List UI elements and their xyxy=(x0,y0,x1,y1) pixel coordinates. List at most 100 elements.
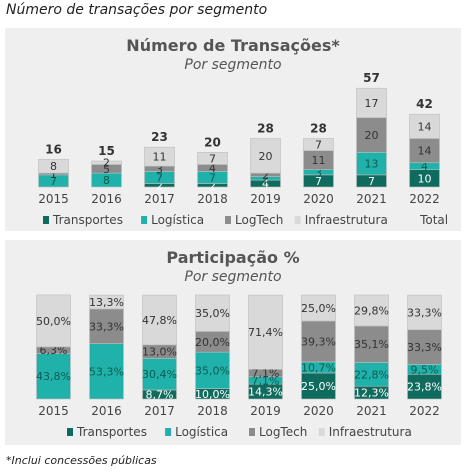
legend-swatch xyxy=(294,216,301,224)
total-label: 15 xyxy=(98,144,115,158)
bar-segment-infraestrutura-2017 xyxy=(144,146,175,167)
data-label: 11 xyxy=(312,154,326,167)
participation-percent-chart: 43,8% 6,3% 50,0% 2015 53,3% 33,3% 13,3% 2016 8,7… xyxy=(36,294,442,439)
data-label: 29,8% xyxy=(354,304,389,317)
participation-percent-chart-panel: Participação % Por segmento 43,8% 6,3% 50,… xyxy=(5,240,461,445)
legend-swatch xyxy=(318,428,325,436)
data-label: 33,3% xyxy=(89,320,124,333)
data-label: 10,7% xyxy=(301,361,336,374)
x-tick-label: 2017 xyxy=(144,192,175,206)
data-label: 9,5% xyxy=(411,363,439,376)
chart-subtitle: Por segmento xyxy=(184,57,282,73)
data-label: 39,3% xyxy=(301,335,336,348)
data-label: 5 xyxy=(103,163,110,176)
data-label: 7 xyxy=(315,139,322,152)
data-label: 7 xyxy=(156,171,163,184)
bar-segment-transportes-2020 xyxy=(301,372,336,400)
data-label: 3 xyxy=(315,166,322,179)
data-label: 7,1% xyxy=(252,374,280,387)
x-tick-label: 2020 xyxy=(303,192,334,206)
data-label: 35,0% xyxy=(195,307,230,320)
data-label: 7 xyxy=(368,175,375,188)
data-label: 33,3% xyxy=(407,341,442,354)
data-label: 8 xyxy=(103,174,110,187)
total-label: 16 xyxy=(45,142,62,156)
legend-label: Transportes xyxy=(76,425,147,439)
data-label: 7 xyxy=(209,171,216,184)
bar-segment-infraestrutura-2019 xyxy=(250,138,281,174)
x-tick-label: 2016 xyxy=(91,404,122,418)
total-label: 57 xyxy=(363,71,380,85)
data-label: 35,1% xyxy=(354,338,389,351)
bar-segment-logtech-2022 xyxy=(409,138,440,164)
legend-label: LogTech xyxy=(235,213,283,227)
legend-swatch xyxy=(225,216,231,224)
bar-segment-infraestrutura-2022 xyxy=(409,113,440,139)
data-label: 2 xyxy=(156,179,163,192)
bar-segment-logtech-2022 xyxy=(407,329,442,365)
bar-segment-infraestrutura-2021 xyxy=(354,294,389,327)
legend-label: Infraestrutura xyxy=(329,425,412,439)
data-label: 22,8% xyxy=(354,368,389,381)
data-label: 8 xyxy=(50,160,57,173)
x-tick-label: 2021 xyxy=(356,192,387,206)
legend-swatch xyxy=(43,216,49,224)
total-label: 23 xyxy=(151,130,168,144)
bar-segment-infraestrutura-2016 xyxy=(89,294,124,310)
x-tick-label: 2015 xyxy=(38,404,69,418)
data-label: 14 xyxy=(418,145,432,158)
bar-segment-infraestrutura-2015 xyxy=(38,158,69,174)
chart-title: Participação % xyxy=(166,248,300,267)
legend-swatch xyxy=(249,428,255,436)
data-label: 13 xyxy=(365,158,379,171)
data-label: 3 xyxy=(156,163,163,176)
data-label: 20 xyxy=(259,150,273,163)
data-label: 53,3% xyxy=(89,365,124,378)
data-label: 14,3% xyxy=(248,386,283,399)
legend-label: Total xyxy=(419,213,448,227)
data-label: 7 xyxy=(315,175,322,188)
data-label: 4 xyxy=(421,160,428,173)
legend-label: Logística xyxy=(175,425,228,439)
x-tick-label: 2016 xyxy=(91,192,122,206)
data-label: 4 xyxy=(262,178,269,191)
data-label: 33,3% xyxy=(407,306,442,319)
x-tick-label: 2015 xyxy=(38,192,69,206)
bar-segment-infraestrutura-2021 xyxy=(356,87,387,118)
data-label: 50,0% xyxy=(36,315,71,328)
data-label: 12,3% xyxy=(354,387,389,400)
footnote: *Inclui concessões públicas xyxy=(6,454,157,467)
legend-label: Logística xyxy=(151,213,204,227)
x-tick-label: 2020 xyxy=(303,404,334,418)
bar-segment-logistica-2018 xyxy=(195,351,230,389)
bar-segment-logistica-2015 xyxy=(36,353,71,400)
bar-segment-infraestrutura-2020 xyxy=(301,294,336,322)
data-label: 20,0% xyxy=(195,336,230,349)
data-label: 20 xyxy=(365,129,379,142)
data-label: 17 xyxy=(365,97,379,110)
x-tick-label: 2018 xyxy=(197,404,228,418)
bar-segment-logtech-2016 xyxy=(89,308,124,344)
data-label: 47,8% xyxy=(142,314,177,327)
data-label: 14 xyxy=(418,120,432,133)
data-label: 11 xyxy=(153,151,167,164)
legend-swatch xyxy=(141,216,148,224)
data-label: 8,7% xyxy=(146,388,174,401)
bar-segment-infraestrutura-2018 xyxy=(197,152,228,165)
data-label: 6,3% xyxy=(40,344,68,357)
data-label: 1 xyxy=(50,168,57,181)
chart-subtitle: Por segmento xyxy=(184,269,282,285)
x-tick-label: 2018 xyxy=(197,192,228,206)
data-label: 30,4% xyxy=(142,368,177,381)
data-label: 43,8% xyxy=(36,370,71,383)
total-label: 28 xyxy=(257,121,274,135)
data-label: 7 xyxy=(50,175,57,188)
bar-segment-infraestrutura-2022 xyxy=(407,294,442,331)
bar-segment-infraestrutura-2019 xyxy=(248,294,283,370)
x-tick-label: 2022 xyxy=(409,404,440,418)
data-label: 2 xyxy=(262,172,269,185)
figure-caption: Número de transações por segmento xyxy=(6,2,268,18)
bar-segment-logtech-2021 xyxy=(354,325,389,363)
data-label: 7 xyxy=(209,152,216,165)
bar-segment-logtech-2020 xyxy=(301,320,336,363)
